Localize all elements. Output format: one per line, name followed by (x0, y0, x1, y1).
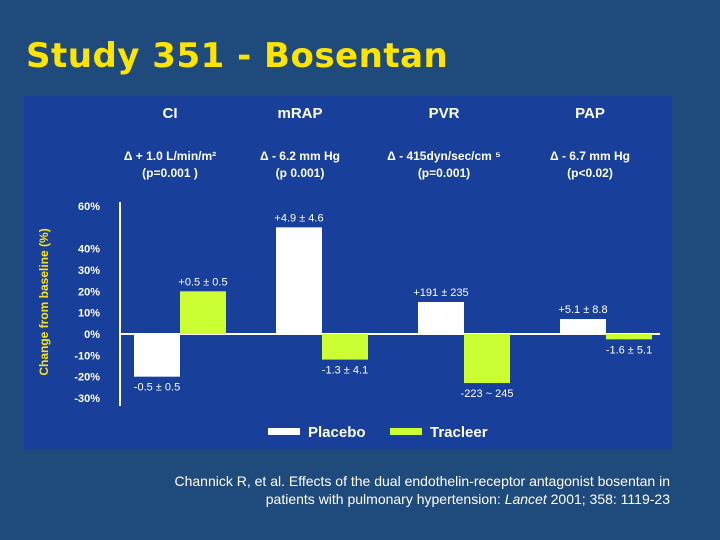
y-tick-label: 10% (78, 308, 100, 320)
y-axis-label: Change from baseline (%) (37, 228, 51, 375)
y-tick-label: 60% (78, 201, 100, 213)
category-delta: Δ - 6.2 mm Hg (260, 149, 340, 163)
y-tick-label: 40% (78, 244, 100, 256)
bar-placebo (418, 302, 464, 334)
category-header: mRAP (277, 105, 322, 122)
data-label: -1.6 ± 5.1 (606, 344, 652, 356)
citation-line-2: patients with pulmonary hypertension: La… (24, 490, 672, 508)
data-label: -0.5 ± 0.5 (134, 382, 180, 394)
data-label: +4.9 ± 4.6 (274, 212, 323, 224)
chart-background (24, 96, 672, 450)
data-label: +0.5 ± 0.5 (178, 276, 227, 288)
data-label: -1.3 ± 4.1 (322, 365, 368, 377)
citation-journal: Lancet (504, 491, 547, 507)
citation-year: 2001; 358: 1119-23 (550, 491, 670, 507)
bar-tracleer (180, 291, 226, 334)
bar-tracleer (464, 334, 510, 384)
bar-chart: CI Δ + 1.0 L/min/m² (p=0.001 ) mRAP Δ - 6.2 … (24, 96, 672, 450)
y-tick-label: 20% (78, 286, 100, 298)
category-header: PVR (429, 105, 460, 122)
bar-tracleer (322, 334, 368, 360)
y-tick-label: -30% (74, 393, 100, 405)
bar-placebo (134, 334, 180, 377)
y-tick-label: -10% (74, 350, 100, 362)
y-tick-label: 30% (78, 265, 100, 277)
data-label: -223 ~ 245 (461, 388, 514, 400)
category-delta: Δ + 1.0 L/min/m² (124, 149, 216, 163)
category-p-value: (p=0.001 ) (142, 166, 198, 180)
category-delta: Δ - 415dyn/sec/cm ⁵ (387, 149, 501, 163)
y-tick-label: 0% (84, 329, 100, 341)
bar-placebo (276, 227, 322, 334)
category-delta: Δ - 6.7 mm Hg (550, 149, 630, 163)
legend-label-tracleer: Tracleer (430, 424, 488, 441)
chart-panel: CI Δ + 1.0 L/min/m² (p=0.001 ) mRAP Δ - 6.2 … (24, 96, 672, 450)
legend-swatch-placebo (268, 428, 300, 435)
category-p-value: (p 0.001) (276, 166, 325, 180)
data-label: +5.1 ± 8.8 (558, 304, 607, 316)
citation-line-1: Channick R, et al. Effects of the dual e… (174, 473, 670, 489)
y-tick-label: -20% (74, 372, 100, 384)
legend-swatch-tracleer (390, 428, 422, 435)
bar-placebo (560, 319, 606, 334)
slide-title: Study 351 - Bosentan (26, 36, 449, 76)
bar-tracleer (606, 334, 652, 340)
category-header: CI (163, 105, 178, 122)
citation-text: patients with pulmonary hypertension: (265, 491, 501, 507)
category-header: PAP (575, 105, 605, 122)
data-label: +191 ± 235 (413, 287, 468, 299)
citation: Channick R, et al. Effects of the dual e… (24, 472, 672, 508)
legend-label-placebo: Placebo (308, 424, 366, 441)
category-p-value: (p=0.001) (418, 166, 470, 180)
category-p-value: (p<0.02) (567, 166, 613, 180)
